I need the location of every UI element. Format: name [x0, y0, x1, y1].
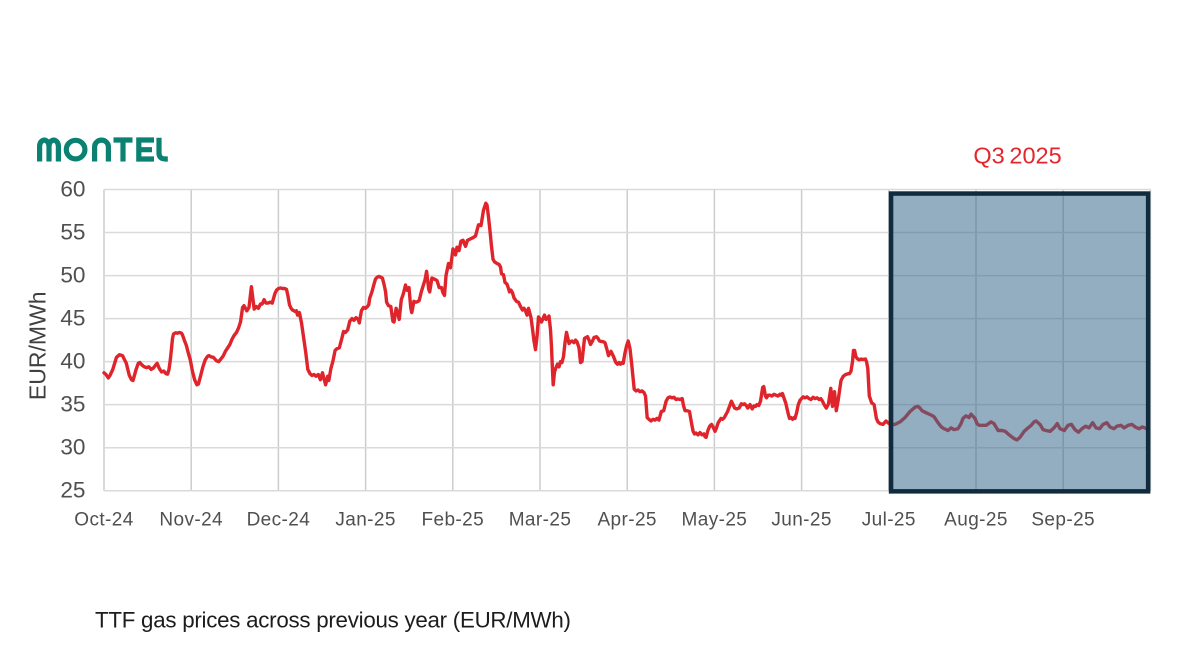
svg-text:Q3 2025: Q3 2025 [973, 143, 1061, 169]
svg-text:25: 25 [60, 478, 85, 503]
svg-text:50: 50 [60, 263, 85, 288]
svg-text:55: 55 [60, 220, 85, 245]
svg-text:Feb-25: Feb-25 [421, 509, 484, 530]
svg-text:45: 45 [60, 306, 85, 331]
svg-text:35: 35 [60, 392, 85, 417]
svg-text:Aug-25: Aug-25 [944, 509, 1008, 530]
svg-text:Jan-25: Jan-25 [335, 509, 396, 530]
svg-text:60: 60 [60, 177, 85, 202]
svg-text:40: 40 [60, 349, 85, 374]
svg-text:Jun-25: Jun-25 [771, 509, 832, 530]
svg-text:Mar-25: Mar-25 [509, 509, 572, 530]
svg-text:Oct-24: Oct-24 [74, 509, 133, 530]
svg-text:Jul-25: Jul-25 [862, 509, 916, 530]
svg-text:EUR/MWh: EUR/MWh [25, 291, 51, 400]
svg-text:Sep-25: Sep-25 [1031, 509, 1095, 530]
svg-text:TTF gas prices across previous: TTF gas prices across previous year (EUR… [95, 608, 571, 633]
svg-text:Dec-24: Dec-24 [247, 509, 311, 530]
svg-text:Apr-25: Apr-25 [597, 509, 656, 530]
svg-text:30: 30 [60, 435, 85, 460]
svg-text:May-25: May-25 [682, 509, 748, 530]
svg-text:Nov-24: Nov-24 [159, 509, 223, 530]
